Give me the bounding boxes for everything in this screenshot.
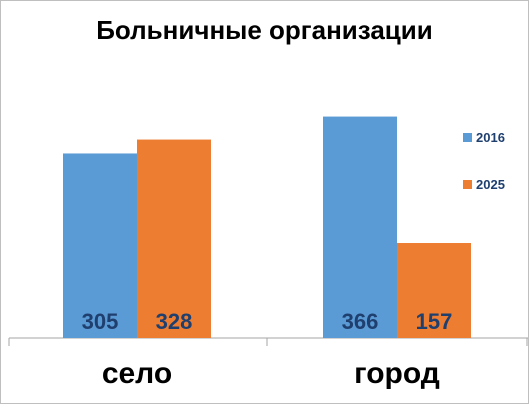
bar-2025-1	[397, 243, 471, 338]
legend-swatch-2016	[463, 132, 472, 142]
data-label-2016-1: 366	[342, 309, 379, 334]
bar-2016-0	[63, 153, 137, 338]
category-label-selo: село	[101, 357, 173, 390]
bar-2016-1	[323, 116, 397, 338]
legend-label-2016: 2016	[476, 129, 505, 145]
legend-item-2025: 2025	[463, 174, 505, 194]
legend-item-2016: 2016	[463, 127, 505, 147]
category-label-gorod: город	[354, 357, 440, 390]
data-label-2016-0: 305	[82, 309, 119, 334]
bar-2025-0	[137, 139, 211, 338]
legend-label-2025: 2025	[476, 176, 505, 192]
legend: 2016 2025	[463, 127, 505, 221]
data-label-2025-1: 157	[416, 309, 453, 334]
data-label-2025-0: 328	[156, 309, 193, 334]
legend-swatch-2025	[463, 179, 472, 189]
chart-title: Больничные организации	[96, 15, 433, 45]
